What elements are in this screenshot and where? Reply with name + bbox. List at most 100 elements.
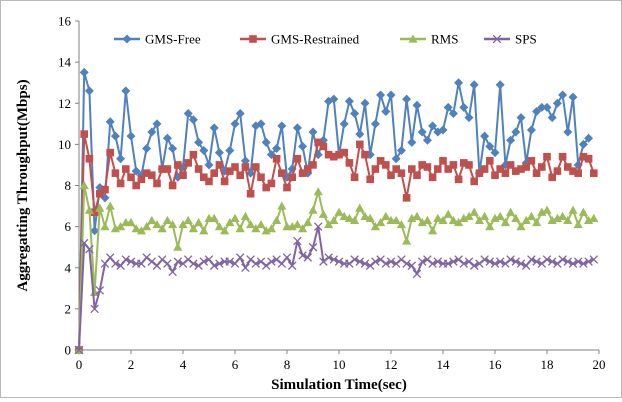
data-point-sps — [152, 261, 162, 270]
data-point-rms — [183, 215, 193, 225]
data-point-rms — [344, 213, 354, 222]
data-point-gms-restrained — [226, 167, 234, 175]
data-point-rms — [438, 215, 448, 225]
data-point-gms-free — [168, 143, 178, 153]
data-point-sps — [157, 255, 167, 264]
data-point-sps — [183, 255, 193, 264]
data-point-sps — [230, 259, 240, 268]
data-point-gms-free — [344, 96, 354, 106]
data-point-sps — [199, 257, 209, 266]
data-point-sps — [386, 257, 396, 266]
data-point-gms-restrained — [449, 161, 458, 169]
y-tick-label: 4 — [65, 260, 72, 275]
data-point-sps — [495, 257, 505, 266]
data-point-rms — [95, 203, 105, 212]
data-point-gms-free — [79, 67, 89, 77]
data-point-gms-restrained — [491, 171, 499, 180]
data-point-sps — [558, 255, 567, 264]
data-point-rms — [272, 215, 282, 225]
data-point-sps — [423, 255, 432, 264]
data-point-gms-restrained — [293, 154, 302, 163]
data-point-rms — [157, 224, 167, 233]
data-point-sps — [303, 253, 313, 262]
data-point-gms-free — [578, 139, 588, 149]
data-point-gms-restrained — [288, 173, 296, 182]
series-group — [74, 67, 599, 355]
data-point-gms-restrained — [309, 161, 317, 169]
x-tick-label: 16 — [489, 357, 503, 372]
data-point-sps — [345, 259, 354, 268]
data-point-sps — [506, 255, 515, 264]
data-point-gms-free — [537, 102, 547, 112]
data-point-sps — [137, 259, 146, 268]
y-tick-label: 10 — [58, 137, 71, 152]
data-point-rms — [464, 211, 474, 220]
data-point-sps — [360, 259, 370, 268]
data-point-gms-free — [126, 131, 136, 141]
y-tick-label: 6 — [65, 219, 72, 234]
data-point-gms-restrained — [382, 161, 390, 169]
data-point-gms-restrained — [278, 169, 286, 177]
data-point-rms — [573, 219, 583, 229]
data-point-sps — [381, 259, 391, 268]
data-point-gms-restrained — [574, 169, 582, 177]
data-point-gms-restrained — [579, 152, 588, 161]
y-tick-label: 16 — [58, 14, 72, 29]
data-point-sps — [417, 257, 427, 266]
data-point-gms-free — [246, 168, 256, 178]
data-point-gms-free — [298, 141, 308, 151]
data-point-gms-restrained — [361, 150, 369, 159]
data-point-gms-restrained — [584, 154, 593, 163]
data-point-gms-restrained — [506, 161, 515, 169]
data-point-rms — [584, 215, 594, 225]
data-point-sps — [537, 259, 547, 268]
legend-label-gms-free: GMS-Free — [145, 32, 201, 47]
data-point-rms — [339, 211, 349, 220]
data-point-rms — [360, 211, 370, 220]
data-point-sps — [74, 345, 84, 355]
data-point-sps — [563, 257, 573, 266]
data-point-sps — [111, 259, 120, 268]
data-point-sps — [365, 261, 375, 270]
data-point-gms-free — [209, 123, 219, 133]
data-point-gms-free — [121, 86, 131, 96]
data-point-gms-restrained — [262, 183, 270, 192]
data-point-gms-restrained — [184, 159, 192, 167]
data-point-sps — [241, 263, 250, 273]
data-point-sps — [459, 259, 469, 268]
data-point-rms — [214, 222, 224, 231]
data-point-sps — [235, 253, 245, 262]
y-axis-title: Aggregatting Throughput(Mbps) — [15, 79, 31, 291]
data-point-gms-restrained — [392, 165, 400, 173]
data-point-gms-free — [490, 148, 500, 158]
data-point-sps — [313, 222, 323, 231]
data-point-gms-restrained — [376, 157, 385, 165]
series-gms-restrained — [75, 130, 598, 354]
data-point-sps — [553, 259, 562, 268]
data-point-sps — [355, 257, 365, 266]
data-point-rms — [568, 205, 578, 214]
data-point-rms — [246, 219, 256, 229]
data-point-sps — [256, 257, 266, 266]
data-point-gms-free — [584, 133, 594, 143]
data-point-gms-free — [350, 109, 360, 119]
data-point-rms — [537, 207, 547, 216]
data-point-gms-restrained — [444, 165, 452, 173]
data-point-gms-restrained — [512, 167, 520, 175]
data-point-gms-restrained — [168, 181, 177, 190]
data-point-rms — [526, 211, 536, 220]
series-line-sps — [78, 225, 595, 351]
data-point-sps — [542, 255, 552, 264]
data-point-rms — [490, 213, 500, 222]
data-point-gms-restrained — [122, 165, 130, 173]
data-point-rms — [298, 224, 308, 233]
data-point-sps — [324, 253, 333, 262]
data-point-gms-restrained — [548, 173, 556, 182]
data-point-rms — [131, 224, 141, 233]
data-point-gms-restrained — [319, 142, 328, 151]
data-point-gms-restrained — [246, 189, 255, 198]
data-point-rms — [261, 226, 271, 235]
data-point-rms — [287, 222, 297, 231]
data-point-gms-free — [386, 90, 396, 100]
data-point-rms — [521, 215, 531, 225]
